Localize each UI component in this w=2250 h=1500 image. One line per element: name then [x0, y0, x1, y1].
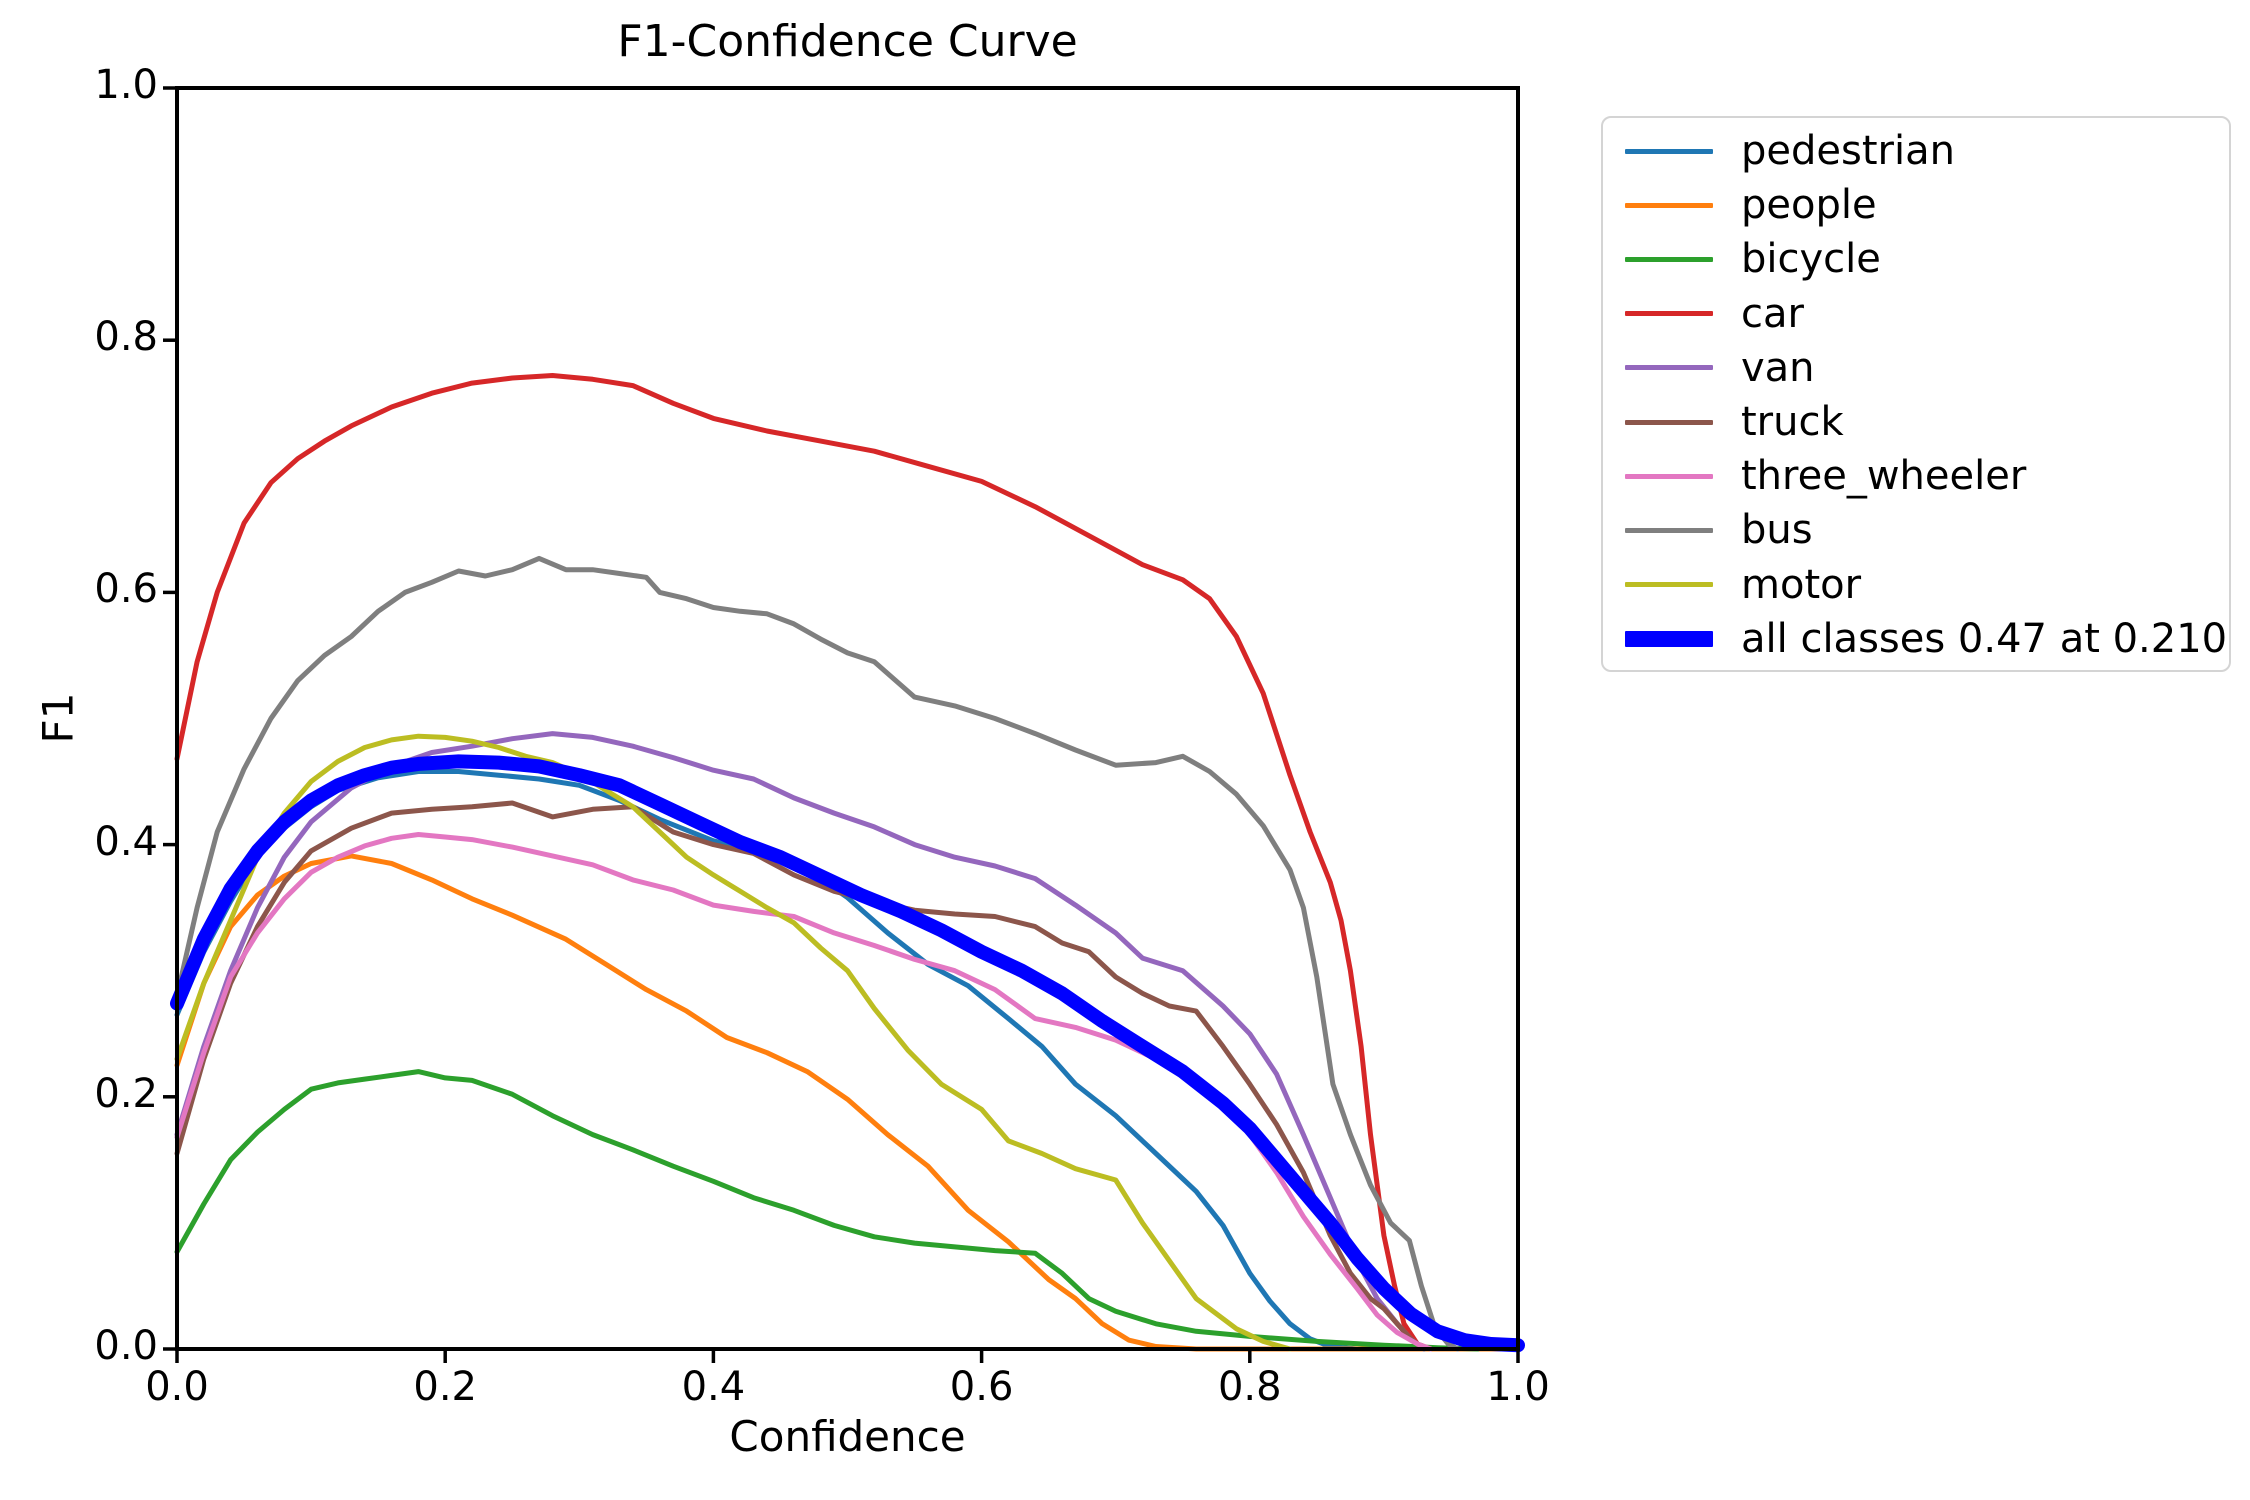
legend-label: pedestrian [1741, 128, 1955, 175]
series-line-all_classes [170, 754, 1525, 1353]
legend-label: three_wheeler [1741, 453, 2027, 500]
y-tick-label: 0.4 [94, 818, 158, 865]
legend-item-all_classes: all classes 0.47 at 0.210 [1625, 612, 2227, 666]
y-tick-label: 0.0 [94, 1323, 158, 1369]
x-tick-label: 0.8 [1217, 1364, 1282, 1410]
x-tick-label: 0.6 [949, 1364, 1014, 1410]
legend-item-van: van [1625, 341, 2219, 395]
y-tick-label: 0.2 [94, 1070, 158, 1117]
series-line-bus [174, 555, 1461, 1352]
legend-label: all classes 0.47 at 0.210 [1741, 615, 2228, 662]
legend-label: bus [1741, 507, 1813, 554]
legend-item-motor: motor [1625, 558, 2219, 612]
legend-item-people: people [1625, 178, 2219, 232]
chart-title: F1-Confidence Curve [617, 16, 1078, 67]
y-tick-label: 1.0 [94, 62, 158, 108]
series-line-three_wheeler [174, 832, 1434, 1352]
legend-line-sample-all_classes [1625, 630, 1713, 647]
legend-item-truck: truck [1625, 395, 2219, 449]
series-line-people [174, 853, 1521, 1352]
legend-item-bicycle: bicycle [1625, 232, 2219, 286]
legend-item-pedestrian: pedestrian [1625, 124, 2219, 178]
legend-label: people [1741, 182, 1877, 229]
series-line-bicycle [174, 1069, 1481, 1352]
x-tick-label: 1.0 [1486, 1364, 1550, 1410]
y-tick-label: 0.6 [94, 566, 158, 613]
legend-item-car: car [1625, 287, 2219, 341]
x-tick-label: 0.2 [413, 1364, 477, 1410]
legend-box: pedestrian people bicycle car van truck three_… [1601, 116, 2231, 672]
series-line-car [174, 373, 1434, 1352]
series-line-motor [174, 733, 1293, 1352]
legend-line-sample-motor [1625, 582, 1713, 588]
axes-spines [175, 86, 1520, 1351]
legend-line-sample-car [1625, 311, 1713, 317]
legend-line-sample-truck [1625, 419, 1713, 425]
legend-label: car [1741, 290, 1804, 337]
y-tick-label: 0.8 [94, 314, 158, 361]
legend-label: truck [1741, 399, 1844, 446]
legend-label: van [1741, 344, 1815, 391]
y-axis-label: F1 [33, 692, 83, 744]
legend-line-sample-people [1625, 202, 1713, 208]
x-tick-label: 0.0 [145, 1364, 209, 1410]
legend-item-bus: bus [1625, 503, 2219, 557]
legend-line-sample-bus [1625, 527, 1713, 533]
legend-line-sample-bicycle [1625, 256, 1713, 262]
x-tick-label: 0.4 [681, 1364, 746, 1410]
x-axis-label: Confidence [729, 1412, 966, 1461]
legend-item-three_wheeler: three_wheeler [1625, 449, 2219, 503]
series-line-truck [174, 800, 1427, 1352]
legend-line-sample-three_wheeler [1625, 473, 1713, 479]
legend-line-sample-pedestrian [1625, 148, 1713, 154]
legend-label: motor [1741, 561, 1862, 608]
legend-label: bicycle [1741, 236, 1881, 283]
legend-line-sample-van [1625, 365, 1713, 371]
legend-rows: pedestrian people bicycle car van truck three_… [1625, 124, 2227, 666]
